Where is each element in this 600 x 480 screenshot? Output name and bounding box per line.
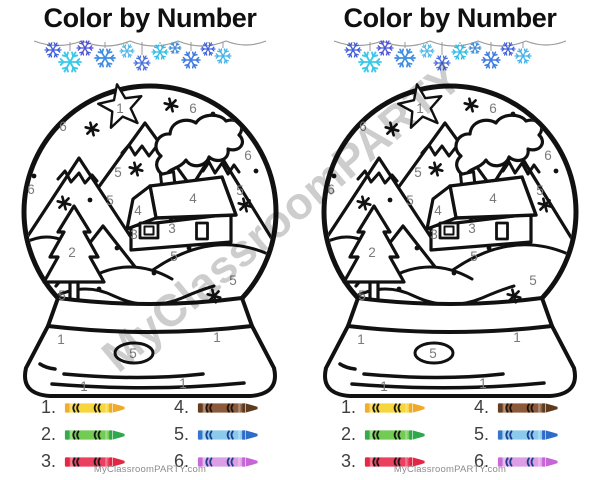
snowflake-icon: [76, 40, 94, 56]
snowflake-icon: [451, 44, 469, 60]
legend-item-yellow: 1.: [332, 397, 427, 418]
legend-number-label: 5.: [473, 424, 489, 444]
snowflake-icon: [358, 51, 382, 73]
crayon-blue: [497, 429, 558, 440]
legend-item-yellow: 1.: [32, 397, 127, 418]
legend-item-red: 3.: [32, 451, 127, 472]
legend-number-label: 6.: [173, 451, 189, 471]
snowflake-icon: [200, 42, 216, 56]
crayon-pink: [197, 456, 258, 467]
crayon-red: [64, 456, 125, 467]
crayon-brown: [197, 402, 258, 413]
crayon-yellow: [364, 402, 425, 413]
crayon-blue: [197, 429, 258, 440]
snowflake-icon: [133, 55, 151, 71]
snowflake-icon: [44, 42, 62, 58]
legend-item-pink: 6.: [465, 451, 560, 472]
legend-number-label: 1.: [340, 397, 356, 417]
snowflake-garland: [33, 40, 267, 73]
garland-string: [33, 40, 267, 47]
crayon-legend: 1. 2. 3. 4. 5. 6.: [300, 397, 600, 471]
footer-url: MyClassroomPARTY.com: [93, 464, 207, 475]
snowflake-icon: [168, 42, 182, 54]
page-title: Color by Number: [43, 3, 257, 33]
snowflake-icon: [514, 48, 532, 64]
snowflake-icon: [214, 48, 232, 64]
legend-number-label: 2.: [40, 424, 56, 444]
snowflake-icon: [151, 44, 169, 60]
coloring-page: Color by Number 1. 2. 3. 4. 5. 6. MyClassroom…: [300, 0, 600, 480]
snowflake-icon: [500, 42, 516, 56]
snowflake-icon: [433, 55, 451, 71]
legend-number-label: 1.: [40, 397, 56, 417]
snowflake-icon: [468, 42, 482, 54]
snowflake-icon: [394, 48, 416, 68]
crayon-yellow: [64, 402, 125, 413]
crayon-green: [364, 429, 425, 440]
snowflake-icon: [419, 44, 435, 58]
legend-number-label: 4.: [473, 397, 489, 417]
snowflake-garland: [333, 40, 567, 73]
snowflake-icon: [119, 44, 135, 58]
crayon-red: [364, 456, 425, 467]
legend-item-green: 2.: [32, 424, 127, 445]
snow-globe-illustration: [300, 76, 600, 408]
crayon-pink: [497, 456, 558, 467]
legend-number-label: 4.: [173, 397, 189, 417]
crayon-brown: [497, 402, 558, 413]
page-title: Color by Number: [343, 3, 557, 33]
coloring-page: Color by Number 1. 2. 3. 4. 5. 6. MyClassroom…: [0, 3, 300, 475]
legend-item-brown: 4.: [465, 397, 560, 418]
legend-item-green: 2.: [332, 424, 427, 445]
crayon-legend: 1. 2. 3. 4. 5. 6.: [0, 397, 300, 471]
legend-item-pink: 6.: [165, 451, 260, 472]
legend-item-red: 3.: [332, 451, 427, 472]
snowflake-icon: [481, 51, 501, 69]
garland-string: [333, 40, 567, 47]
legend-item-blue: 5.: [165, 424, 260, 445]
legend-number-label: 3.: [340, 451, 356, 471]
legend-number-label: 6.: [473, 451, 489, 471]
crayon-green: [64, 429, 125, 440]
snowflake-icon: [94, 48, 116, 68]
legend-number-label: 3.: [40, 451, 56, 471]
legend-item-blue: 5.: [465, 424, 560, 445]
legend-number-label: 5.: [173, 424, 189, 444]
snowflake-icon: [376, 40, 394, 56]
snowflake-icon: [344, 42, 362, 58]
snow-globe-illustration: [0, 76, 300, 408]
legend-number-label: 2.: [340, 424, 356, 444]
snowflake-icon: [58, 51, 82, 73]
footer-url: MyClassroomPARTY.com: [393, 464, 507, 475]
snowflake-icon: [181, 51, 201, 69]
legend-item-brown: 4.: [165, 397, 260, 418]
